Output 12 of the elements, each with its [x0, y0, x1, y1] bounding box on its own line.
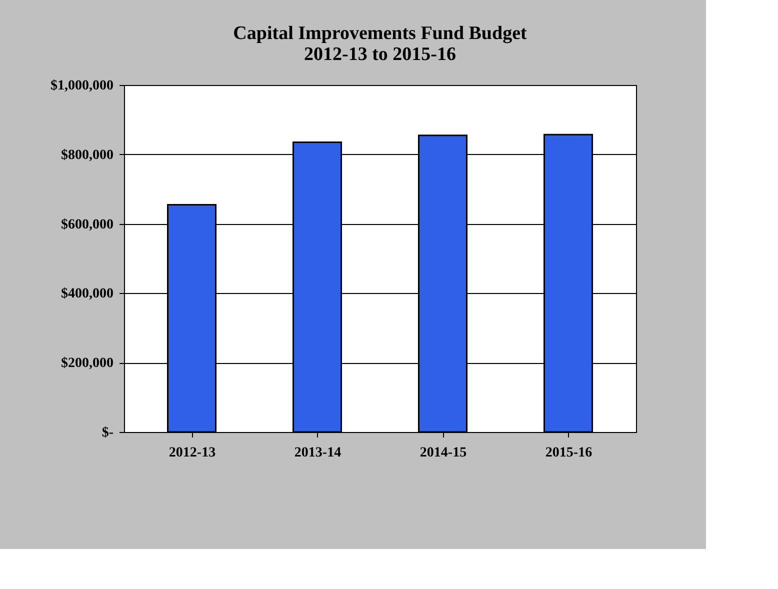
- x-tick-label: 2014-15: [420, 446, 467, 460]
- y-tick-label: $800,000: [61, 148, 114, 163]
- text: Capital Improvements Fund Budget: [233, 23, 527, 44]
- x-tick-label: 2012-13: [168, 446, 216, 460]
- y-tick-label: $400,000: [61, 286, 114, 302]
- x-tick-label: 2015-16: [545, 446, 592, 460]
- y-tick-label: $-: [102, 426, 114, 440]
- y-tick-label: $200,000: [61, 356, 114, 372]
- y-tick-label: $600,000: [61, 217, 114, 232]
- y-tick-label: $1,000,000: [50, 78, 114, 94]
- text: 2012-13 to 2015-16: [304, 44, 456, 65]
- x-tick-label: 2013-14: [294, 446, 342, 460]
